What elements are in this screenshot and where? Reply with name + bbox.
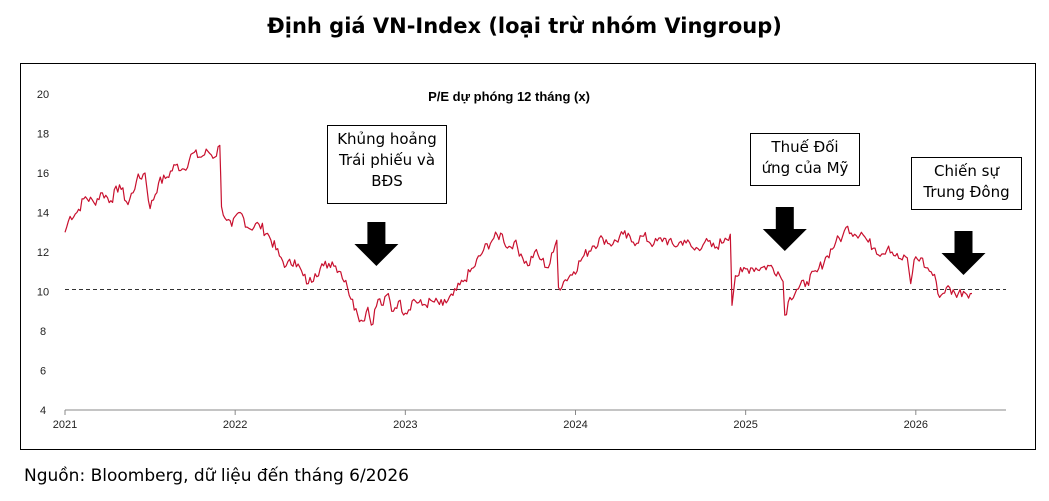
y-tick-label: 20 bbox=[37, 89, 49, 101]
down-arrow-icon bbox=[941, 231, 986, 275]
y-tick-label: 18 bbox=[37, 129, 49, 141]
source-note: Nguồn: Bloomberg, dữ liệu đến tháng 6/20… bbox=[24, 466, 409, 486]
x-tick-label: 2024 bbox=[563, 419, 587, 431]
page-title: Định giá VN-Index (loại trừ nhóm Vingrou… bbox=[267, 14, 782, 38]
pe-series-line bbox=[64, 144, 973, 326]
chart-svg: P/E dự phóng 12 tháng (x) 4 6 8 10 12 14 16 18 20… bbox=[37, 89, 1006, 431]
chart-frame: P/E dự phóng 12 tháng (x) 4 6 8 10 12 14 16 18 20… bbox=[20, 63, 1036, 450]
callout-us-tariff: Thuế Đối ứng của Mỹ bbox=[750, 133, 860, 186]
y-tick-label: 14 bbox=[37, 208, 49, 220]
x-tick-label: 2022 bbox=[223, 419, 247, 431]
y-tick-label: 12 bbox=[37, 247, 49, 259]
y-tick-label: 16 bbox=[37, 168, 49, 180]
x-tick-label: 2023 bbox=[393, 419, 417, 431]
y-tick-label: 8 bbox=[40, 326, 46, 338]
chart-title: P/E dự phóng 12 tháng (x) bbox=[428, 89, 590, 104]
x-tick-label: 2026 bbox=[904, 419, 928, 431]
callout-bond-crisis: Khủng hoảng Trái phiếu và BĐS bbox=[327, 125, 447, 204]
x-tick-label: 2021 bbox=[53, 419, 77, 431]
y-tick-label: 4 bbox=[40, 405, 46, 417]
x-tick-label: 2025 bbox=[733, 419, 757, 431]
y-tick-label: 10 bbox=[37, 287, 49, 299]
down-arrow-icon bbox=[762, 207, 807, 251]
y-tick-label: 6 bbox=[40, 366, 46, 378]
callout-middle-east-war: Chiến sự Trung Đông bbox=[911, 157, 1022, 210]
down-arrow-icon bbox=[354, 222, 399, 266]
